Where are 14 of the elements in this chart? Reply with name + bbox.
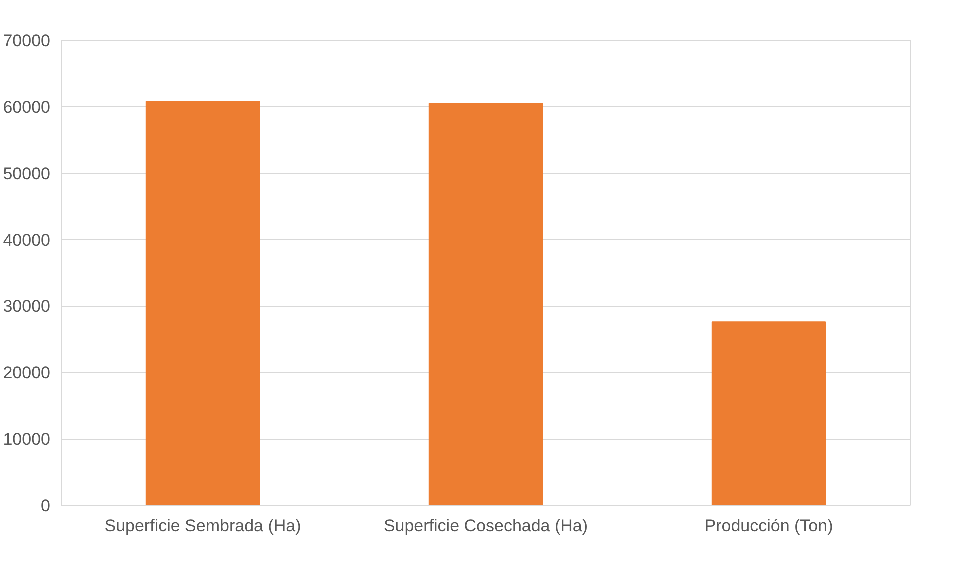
bar <box>428 103 544 506</box>
y-tick-label: 30000 <box>3 297 51 316</box>
y-tick-label: 0 <box>41 496 51 516</box>
bar <box>146 101 260 506</box>
y-tick-label: 60000 <box>3 98 51 117</box>
y-tick-label: 70000 <box>3 32 51 50</box>
x-tick-label: Producción (Ton) <box>704 516 834 536</box>
y-tick-label: 10000 <box>3 430 51 450</box>
y-tick-label: 50000 <box>3 164 51 184</box>
x-tick-label: Superficie Sembrada (Ha) <box>104 516 302 536</box>
bar <box>712 322 826 506</box>
y-tick-label: 20000 <box>3 364 51 383</box>
x-tick-label: Superficie Cosechada (Ha) <box>384 516 588 536</box>
y-tick-label: 40000 <box>3 230 51 250</box>
